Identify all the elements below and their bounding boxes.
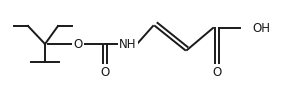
Text: NH: NH [119,37,137,51]
Text: O: O [100,65,110,78]
Text: O: O [73,37,83,51]
Text: OH: OH [252,21,270,34]
Text: O: O [212,65,222,78]
